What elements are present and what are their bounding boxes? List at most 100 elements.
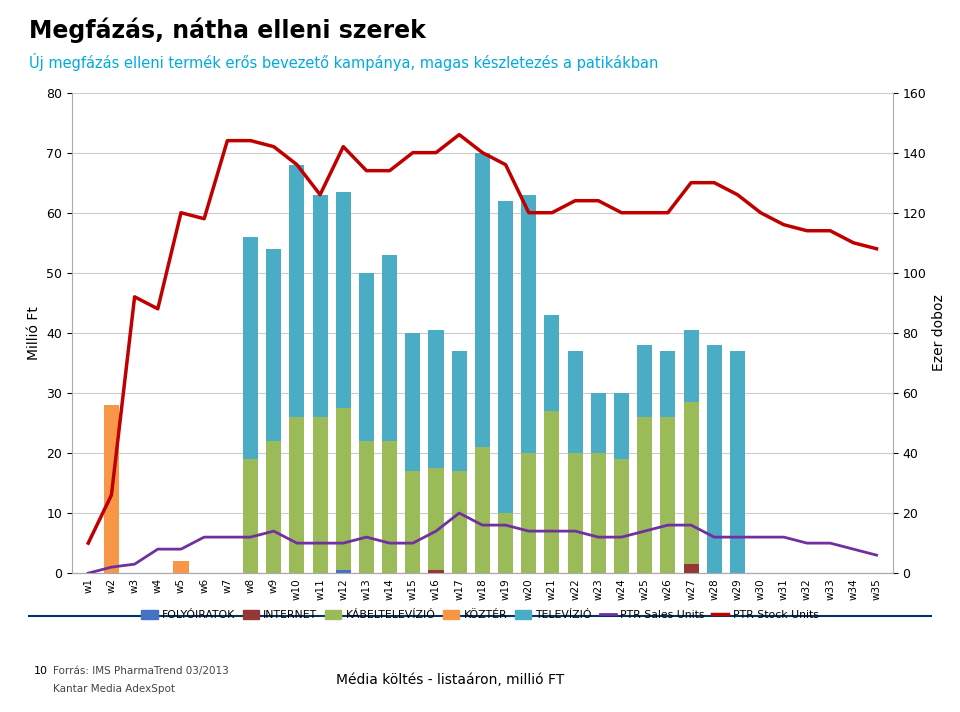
PTR Sales Units: [245, 533, 256, 541]
PTR Stock Units: [848, 239, 859, 247]
Bar: [637, 417, 652, 573]
PTR Stock Units: [199, 214, 210, 223]
PTR Stock Units: [662, 209, 674, 217]
PTR Stock Units: [314, 190, 325, 199]
PTR Stock Units: [778, 221, 789, 229]
PTR Sales Units: [569, 527, 581, 535]
Bar: [405, 471, 420, 573]
Bar: [243, 236, 258, 459]
Bar: [336, 192, 350, 408]
PTR Sales Units: [755, 533, 766, 541]
Bar: [428, 468, 444, 570]
PTR Stock Units: [685, 179, 697, 187]
Bar: [382, 441, 397, 573]
PTR Sales Units: [83, 569, 94, 577]
PTR Sales Units: [384, 539, 396, 548]
Bar: [174, 561, 188, 573]
PTR Stock Units: [639, 209, 651, 217]
Bar: [336, 408, 350, 570]
PTR Sales Units: [129, 560, 140, 568]
Text: Új megfázás elleni termék erős bevezető kampánya, magas készletezés a patikákban: Új megfázás elleni termék erős bevezető …: [29, 53, 659, 71]
Bar: [614, 459, 629, 573]
Bar: [498, 513, 514, 573]
PTR Sales Units: [291, 539, 302, 548]
PTR Sales Units: [500, 521, 512, 530]
Bar: [590, 453, 606, 573]
Text: 10: 10: [34, 666, 48, 676]
PTR Sales Units: [639, 527, 651, 535]
PTR Sales Units: [523, 527, 535, 535]
PTR Sales Units: [338, 539, 349, 548]
Bar: [359, 273, 374, 441]
Text: Forrás: IMS PharmaTrend 03/2013: Forrás: IMS PharmaTrend 03/2013: [53, 666, 228, 676]
Bar: [451, 351, 467, 471]
PTR Sales Units: [708, 533, 720, 541]
Text: Kantar Media AdexSpot: Kantar Media AdexSpot: [53, 684, 175, 693]
Bar: [590, 393, 606, 453]
Bar: [428, 570, 444, 573]
Bar: [336, 570, 350, 573]
PTR Sales Units: [615, 533, 627, 541]
PTR Stock Units: [453, 130, 465, 139]
PTR Sales Units: [268, 527, 279, 535]
PTR Stock Units: [106, 491, 117, 499]
Bar: [544, 411, 560, 573]
PTR Stock Units: [407, 148, 419, 157]
PTR Sales Units: [407, 539, 419, 548]
PTR Stock Units: [176, 209, 187, 217]
PTR Stock Units: [268, 142, 279, 151]
Bar: [451, 471, 467, 573]
PTR Sales Units: [222, 533, 233, 541]
PTR Stock Units: [291, 160, 302, 169]
PTR Stock Units: [361, 167, 372, 175]
Bar: [382, 255, 397, 441]
PTR Sales Units: [106, 563, 117, 572]
PTR Sales Units: [476, 521, 488, 530]
Y-axis label: Millió Ft: Millió Ft: [27, 306, 40, 360]
Bar: [405, 333, 420, 471]
Bar: [684, 564, 699, 573]
PTR Stock Units: [129, 293, 140, 301]
PTR Stock Units: [476, 148, 488, 157]
PTR Sales Units: [685, 521, 697, 530]
Bar: [637, 345, 652, 417]
Bar: [289, 164, 304, 417]
PTR Stock Units: [500, 160, 512, 169]
Bar: [359, 441, 374, 573]
Bar: [266, 248, 281, 441]
PTR Sales Units: [546, 527, 558, 535]
PTR Sales Units: [314, 539, 325, 548]
Text: Megfázás, nátha elleni szerek: Megfázás, nátha elleni szerek: [29, 18, 425, 43]
Legend: FOLYÓIRATOK, INTERNET, KÁBELTELEVÍZIÓ, KÖZTÉR, TELEVÍZIÓ, PTR Sales Units, PTR S: FOLYÓIRATOK, INTERNET, KÁBELTELEVÍZIÓ, K…: [137, 606, 823, 624]
Bar: [313, 417, 327, 573]
Bar: [521, 194, 537, 453]
PTR Stock Units: [592, 197, 604, 205]
PTR Stock Units: [871, 244, 882, 253]
Bar: [660, 417, 676, 573]
Y-axis label: Ezer doboz: Ezer doboz: [932, 295, 946, 371]
PTR Stock Units: [222, 137, 233, 145]
PTR Sales Units: [152, 545, 163, 553]
Bar: [660, 351, 676, 417]
PTR Sales Units: [361, 533, 372, 541]
PTR Stock Units: [338, 142, 349, 151]
Bar: [289, 417, 304, 573]
Bar: [521, 453, 537, 573]
Bar: [475, 447, 490, 573]
PTR Sales Units: [871, 551, 882, 560]
Bar: [707, 345, 722, 573]
PTR Stock Units: [152, 305, 163, 313]
PTR Sales Units: [592, 533, 604, 541]
Bar: [243, 459, 258, 573]
PTR Sales Units: [802, 539, 813, 548]
PTR Sales Units: [453, 509, 465, 518]
Bar: [684, 330, 699, 402]
PTR Stock Units: [708, 179, 720, 187]
PTR Stock Units: [523, 209, 535, 217]
PTR Stock Units: [569, 197, 581, 205]
Bar: [567, 453, 583, 573]
Bar: [104, 405, 119, 573]
Bar: [498, 201, 514, 513]
Bar: [475, 152, 490, 447]
PTR Stock Units: [615, 209, 627, 217]
